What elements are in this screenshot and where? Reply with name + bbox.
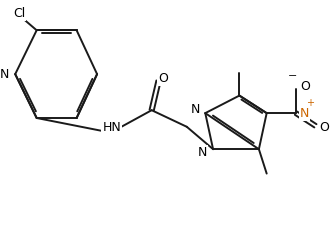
Text: O: O — [158, 72, 168, 84]
Text: +: + — [306, 98, 314, 108]
Text: N: N — [0, 68, 9, 81]
Text: −: − — [288, 71, 298, 81]
Text: O: O — [319, 121, 329, 134]
Text: N: N — [198, 146, 207, 159]
Text: HN: HN — [102, 121, 121, 134]
Text: O: O — [300, 80, 310, 93]
Text: Cl: Cl — [13, 7, 25, 20]
Text: N: N — [191, 103, 200, 116]
Text: N: N — [300, 107, 309, 120]
